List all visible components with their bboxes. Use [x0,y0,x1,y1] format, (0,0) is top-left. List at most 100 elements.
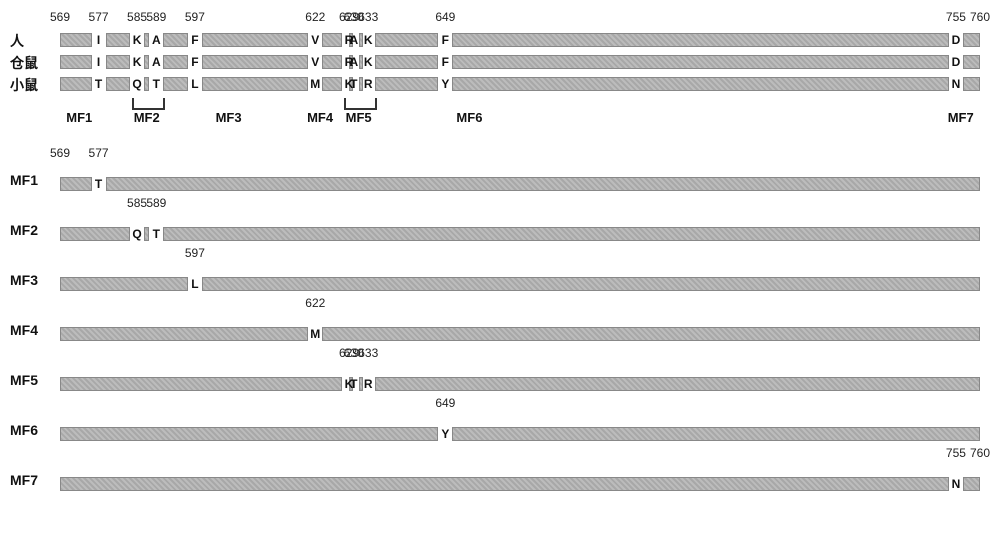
sequence-segment [202,55,308,69]
sequence-segment [60,227,130,241]
alignment-panel: 569577585589597622629630633649755760 人IK… [60,10,980,140]
track-bar: L [60,274,980,288]
sequence-segment [359,377,363,391]
residue-label: N [952,477,961,491]
position-label: 589 [146,10,166,24]
track-label: MF3 [10,272,55,288]
sequence-segment [375,55,438,69]
track-label: MF1 [10,172,55,188]
residue-label: L [191,77,198,91]
sequence-segment [202,277,980,291]
residue-label: K [133,55,142,69]
track-position-labels: 585589 [60,196,980,214]
mutation-track: MF2585589QT [60,196,980,246]
track-bar: N [60,474,980,488]
sequence-segment [144,77,149,91]
alignment-row: 人IKAFVRAKFD [60,30,980,50]
sequence-segment [60,55,92,69]
position-label: 755 [946,446,966,460]
sequence-segment [202,77,308,91]
track-position-labels: 755760 [60,446,980,464]
track-label: MF4 [10,322,55,338]
sequence-segment [106,177,980,191]
sequence-segment [163,55,188,69]
track-bar: QT [60,224,980,238]
position-label: 569 [50,146,70,160]
position-label: 622 [305,296,325,310]
row-label: 小鼠 [10,75,55,95]
residue-label: A [152,55,161,69]
residue-label: Y [441,77,449,91]
sequence-segment [452,33,949,47]
sequence-segment [60,477,949,491]
position-label: 633 [358,10,378,24]
alignment-rows: 人IKAFVRAKFD仓鼠IKAFVRAKFD小鼠TQTLMKTRYN [60,30,980,96]
sequence-segment [359,77,363,91]
row-label: 人 [10,31,55,51]
sequence-segment [322,55,342,69]
sequence-segment [60,33,92,47]
residue-label: Y [441,427,449,441]
sequence-segment [359,55,363,69]
position-label: 622 [305,10,325,24]
mutation-track: MF4622M [60,296,980,346]
residue-label: L [191,277,198,291]
position-label: 649 [435,10,455,24]
mf-label: MF3 [216,110,242,125]
residue-label: D [952,33,961,47]
mutation-track: MF5629630633KTR [60,346,980,396]
mf-label-row: MF1MF2MF3MF4MF5MF6MF7 [60,98,980,128]
sequence-segment [60,427,438,441]
sequence-segment [963,55,980,69]
residue-label: A [152,33,161,47]
mf-label: MF5 [346,110,372,125]
position-label: 649 [435,396,455,410]
residue-label: V [311,55,319,69]
sequence-segment [963,33,980,47]
mf-label: MF7 [948,110,974,125]
sequence-segment [60,327,308,341]
residue-label: N [952,77,961,91]
mutation-tracks-panel: MF1569577TMF2585589QTMF3597LMF4622MMF562… [60,146,980,496]
residue-label: T [153,77,160,91]
mutation-track: MF3597L [60,246,980,296]
residue-label: T [350,377,357,391]
sequence-segment [359,33,363,47]
sequence-segment [452,77,949,91]
mf-label: MF2 [134,110,160,125]
sequence-segment [322,33,342,47]
position-label: 633 [358,346,378,360]
alignment-row: 小鼠TQTLMKTRYN [60,74,980,94]
residue-label: F [442,55,449,69]
position-label: 597 [185,246,205,260]
residue-label: Q [132,227,141,241]
sequence-segment [163,33,188,47]
sequence-segment [163,77,188,91]
mf-label: MF1 [66,110,92,125]
track-position-labels: 649 [60,396,980,414]
sequence-segment [106,77,131,91]
residue-label: R [364,77,373,91]
residue-label: F [191,55,198,69]
position-label: 755 [946,10,966,24]
row-label: 仓鼠 [10,53,55,73]
sequence-segment [322,77,342,91]
sequence-segment [375,377,980,391]
residue-label: K [364,33,373,47]
position-label: 597 [185,10,205,24]
residue-label: F [191,33,198,47]
residue-label: K [364,55,373,69]
mf-label: MF4 [307,110,333,125]
alignment-row: 仓鼠IKAFVRAKFD [60,52,980,72]
sequence-segment [452,55,949,69]
position-label: 577 [89,10,109,24]
position-label: 760 [970,10,990,24]
sequence-segment [963,477,980,491]
residue-label: T [350,77,357,91]
residue-label: V [311,33,319,47]
track-position-labels: 622 [60,296,980,314]
residue-label: M [310,327,320,341]
sequence-segment [375,33,438,47]
position-label: 569 [50,10,70,24]
position-label: 760 [970,446,990,460]
